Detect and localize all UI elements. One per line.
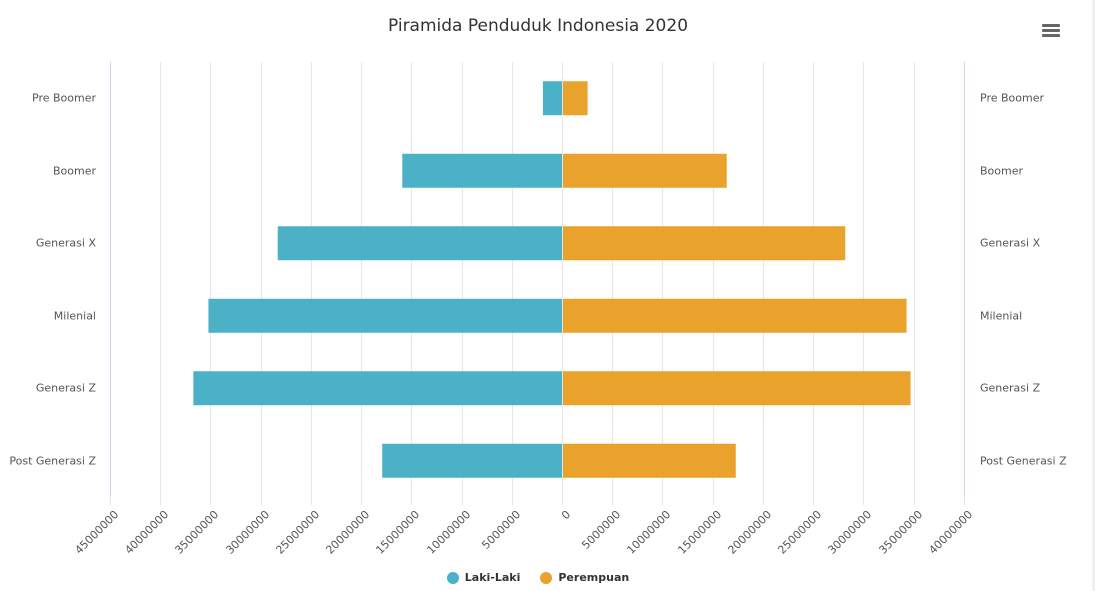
bar-laki-laki[interactable] [542, 81, 562, 116]
legend-item-perempuan[interactable]: Perempuan [540, 571, 629, 584]
y-axis-label: Post Generasi Z [980, 454, 1067, 468]
y-axis-label: Generasi Z [980, 381, 1041, 395]
bar-perempuan[interactable] [563, 371, 911, 406]
y-axis-label: Boomer [980, 164, 1024, 178]
bar-laki-laki[interactable] [382, 443, 562, 478]
y-axis-label: Milenial [980, 309, 1023, 323]
bar-laki-laki[interactable] [193, 371, 562, 406]
bar-perempuan[interactable] [563, 443, 736, 478]
bar-perempuan[interactable] [563, 298, 907, 333]
legend-label: Laki-Laki [464, 571, 521, 584]
scrollbar[interactable] [1092, 0, 1095, 591]
bar-perempuan[interactable] [563, 226, 846, 261]
hamburger-menu-icon[interactable] [1042, 24, 1060, 38]
y-axis-label: Generasi Z [35, 381, 96, 395]
bar-perempuan[interactable] [563, 81, 588, 116]
y-axis-label: Generasi X [35, 236, 96, 250]
chart-title: Piramida Penduduk Indonesia 2020 [387, 16, 689, 36]
y-axis-label: Generasi X [980, 236, 1041, 250]
legend-marker-icon [540, 571, 553, 584]
y-axis-label: Milenial [53, 309, 96, 323]
bar-laki-laki[interactable] [277, 226, 562, 261]
legend-label: Perempuan [558, 571, 630, 584]
y-axis-label: Post Generasi Z [9, 454, 96, 468]
bar-laki-laki[interactable] [208, 298, 563, 333]
bar-laki-laki[interactable] [402, 153, 562, 188]
bar-perempuan[interactable] [563, 153, 727, 188]
y-axis-label: Pre Boomer [980, 91, 1044, 105]
y-axis-label: Boomer [52, 164, 96, 178]
chart-legend: Laki-Laki Perempuan [0, 571, 1076, 584]
y-axis-label: Pre Boomer [32, 91, 96, 105]
legend-item-laki-laki[interactable]: Laki-Laki [446, 571, 521, 584]
legend-marker-icon [446, 571, 459, 584]
